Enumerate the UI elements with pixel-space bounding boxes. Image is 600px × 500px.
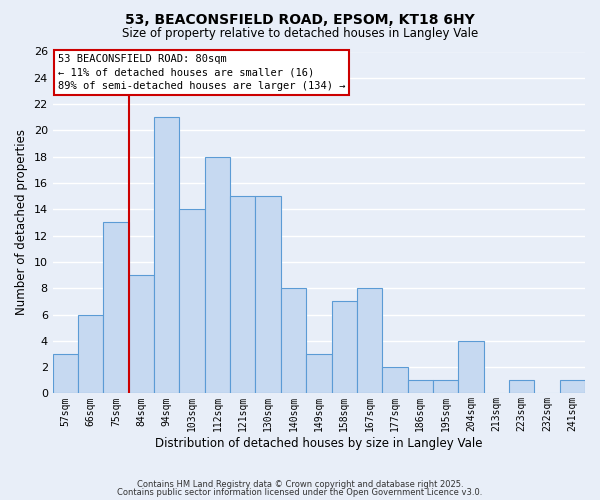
Text: 53 BEACONSFIELD ROAD: 80sqm
← 11% of detached houses are smaller (16)
89% of sem: 53 BEACONSFIELD ROAD: 80sqm ← 11% of det… bbox=[58, 54, 345, 90]
Bar bbox=[256, 196, 281, 394]
Bar bbox=[357, 288, 382, 394]
Bar bbox=[407, 380, 433, 394]
Bar bbox=[78, 314, 103, 394]
Text: 53, BEACONSFIELD ROAD, EPSOM, KT18 6HY: 53, BEACONSFIELD ROAD, EPSOM, KT18 6HY bbox=[125, 12, 475, 26]
Bar bbox=[458, 341, 484, 394]
Y-axis label: Number of detached properties: Number of detached properties bbox=[15, 130, 28, 316]
Bar bbox=[560, 380, 585, 394]
Bar bbox=[433, 380, 458, 394]
X-axis label: Distribution of detached houses by size in Langley Vale: Distribution of detached houses by size … bbox=[155, 437, 482, 450]
Bar bbox=[53, 354, 78, 394]
Bar bbox=[154, 118, 179, 394]
Bar bbox=[332, 302, 357, 394]
Bar bbox=[103, 222, 129, 394]
Bar bbox=[129, 275, 154, 394]
Bar bbox=[382, 367, 407, 394]
Bar bbox=[179, 210, 205, 394]
Bar bbox=[205, 156, 230, 394]
Bar bbox=[281, 288, 306, 394]
Text: Size of property relative to detached houses in Langley Vale: Size of property relative to detached ho… bbox=[122, 28, 478, 40]
Text: Contains HM Land Registry data © Crown copyright and database right 2025.: Contains HM Land Registry data © Crown c… bbox=[137, 480, 463, 489]
Text: Contains public sector information licensed under the Open Government Licence v3: Contains public sector information licen… bbox=[118, 488, 482, 497]
Bar bbox=[509, 380, 535, 394]
Bar bbox=[230, 196, 256, 394]
Bar bbox=[306, 354, 332, 394]
